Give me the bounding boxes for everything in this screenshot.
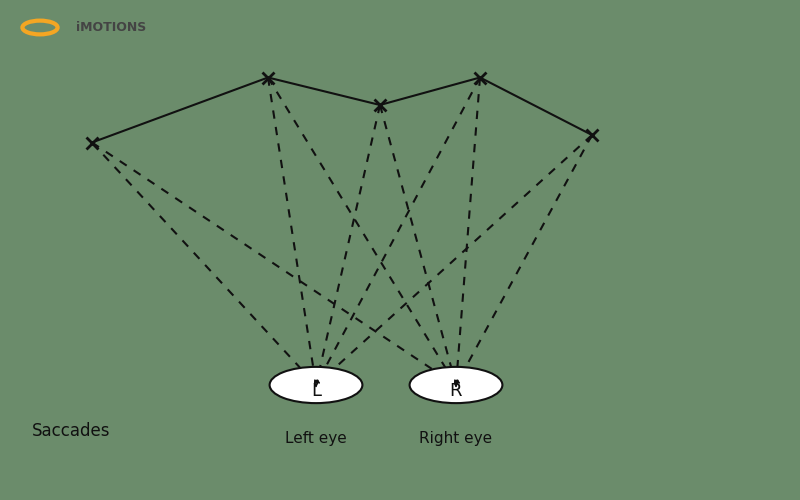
Text: Saccades: Saccades bbox=[32, 422, 110, 440]
Text: R: R bbox=[450, 382, 462, 400]
Text: Left eye: Left eye bbox=[285, 430, 347, 446]
Text: L: L bbox=[311, 382, 321, 400]
Ellipse shape bbox=[270, 367, 362, 403]
Ellipse shape bbox=[410, 367, 502, 403]
Text: Right eye: Right eye bbox=[419, 430, 493, 446]
Text: iMOTIONS: iMOTIONS bbox=[76, 21, 146, 34]
